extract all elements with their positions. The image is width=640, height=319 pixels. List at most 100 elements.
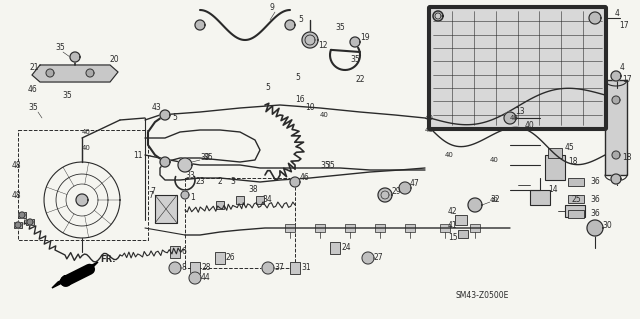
- Text: 1: 1: [190, 194, 195, 203]
- Polygon shape: [589, 12, 601, 24]
- Text: 5: 5: [172, 114, 177, 122]
- Bar: [26, 219, 34, 225]
- Text: 17: 17: [622, 76, 632, 85]
- Bar: [440, 224, 450, 232]
- Bar: [330, 242, 340, 254]
- Text: 40: 40: [82, 145, 91, 151]
- Text: 5: 5: [295, 73, 300, 83]
- Text: 35: 35: [320, 160, 330, 169]
- Text: 36: 36: [590, 177, 600, 187]
- Bar: [285, 224, 295, 232]
- Text: 10: 10: [305, 103, 315, 113]
- Text: 21: 21: [30, 63, 40, 72]
- Polygon shape: [262, 262, 274, 274]
- Text: 35: 35: [203, 153, 212, 162]
- Polygon shape: [178, 158, 192, 172]
- Bar: [155, 195, 177, 223]
- Text: 19: 19: [360, 33, 370, 42]
- Polygon shape: [612, 151, 620, 159]
- Bar: [568, 210, 584, 218]
- Bar: [565, 205, 585, 217]
- Polygon shape: [468, 198, 482, 212]
- Text: 45: 45: [565, 144, 575, 152]
- Polygon shape: [350, 37, 360, 47]
- Text: 5: 5: [298, 16, 303, 25]
- Text: 13: 13: [515, 108, 525, 116]
- Bar: [216, 201, 224, 209]
- Text: 40: 40: [425, 115, 434, 121]
- Polygon shape: [612, 96, 620, 104]
- Text: 35: 35: [62, 91, 72, 100]
- Polygon shape: [189, 272, 201, 284]
- Text: 40: 40: [425, 127, 434, 133]
- Bar: [375, 224, 385, 232]
- Polygon shape: [195, 20, 205, 30]
- Text: 4: 4: [615, 9, 620, 18]
- Text: 30: 30: [602, 220, 612, 229]
- Polygon shape: [285, 20, 295, 30]
- Polygon shape: [378, 188, 392, 202]
- Bar: [215, 252, 225, 264]
- Bar: [545, 155, 565, 180]
- Polygon shape: [27, 219, 33, 225]
- Polygon shape: [290, 177, 300, 187]
- Text: 36: 36: [590, 210, 600, 219]
- Bar: [170, 246, 180, 258]
- Text: 8: 8: [181, 263, 186, 272]
- Text: 29: 29: [392, 188, 402, 197]
- Polygon shape: [160, 110, 170, 120]
- Polygon shape: [587, 220, 603, 236]
- Text: 14: 14: [548, 186, 557, 195]
- Text: 44: 44: [201, 273, 211, 283]
- Text: 34: 34: [262, 196, 272, 204]
- Bar: [190, 262, 200, 274]
- Polygon shape: [435, 13, 441, 19]
- Bar: [458, 230, 468, 238]
- Text: 6: 6: [181, 248, 186, 256]
- Polygon shape: [52, 262, 98, 288]
- Bar: [470, 224, 480, 232]
- Text: 15: 15: [448, 234, 458, 242]
- Bar: [185, 178, 295, 268]
- Polygon shape: [181, 191, 189, 199]
- Text: 27: 27: [374, 254, 383, 263]
- Text: 9: 9: [270, 4, 275, 12]
- Bar: [315, 224, 325, 232]
- Text: 7: 7: [148, 190, 153, 199]
- Text: 22: 22: [355, 76, 365, 85]
- Text: 3: 3: [230, 177, 235, 187]
- Text: 46: 46: [300, 174, 310, 182]
- Text: 23: 23: [195, 177, 205, 187]
- Polygon shape: [302, 32, 318, 48]
- Text: 46: 46: [28, 85, 38, 94]
- Text: 37: 37: [274, 263, 284, 272]
- Text: 41: 41: [448, 220, 458, 229]
- Polygon shape: [504, 112, 516, 124]
- Text: 5: 5: [265, 84, 270, 93]
- Bar: [18, 130, 148, 240]
- Polygon shape: [32, 65, 118, 82]
- Text: 39: 39: [200, 153, 210, 162]
- Text: 40: 40: [320, 112, 329, 118]
- Text: 42: 42: [448, 207, 458, 217]
- Text: 35: 35: [350, 56, 360, 64]
- Polygon shape: [86, 69, 94, 77]
- Polygon shape: [76, 194, 88, 206]
- Text: 35: 35: [55, 43, 65, 53]
- Text: SM43-Z0500E: SM43-Z0500E: [455, 291, 508, 300]
- Polygon shape: [399, 182, 411, 194]
- Polygon shape: [46, 69, 54, 77]
- Text: 47: 47: [410, 180, 420, 189]
- Polygon shape: [15, 222, 21, 228]
- Bar: [14, 222, 22, 228]
- Polygon shape: [169, 262, 181, 274]
- Text: 32: 32: [490, 196, 500, 204]
- Text: 18: 18: [568, 158, 577, 167]
- Text: 35: 35: [335, 24, 345, 33]
- Text: 48: 48: [12, 160, 22, 169]
- Text: 4: 4: [620, 63, 625, 72]
- Text: 33: 33: [185, 170, 195, 180]
- Polygon shape: [433, 11, 443, 21]
- Text: 31: 31: [301, 263, 310, 272]
- Bar: [236, 196, 244, 204]
